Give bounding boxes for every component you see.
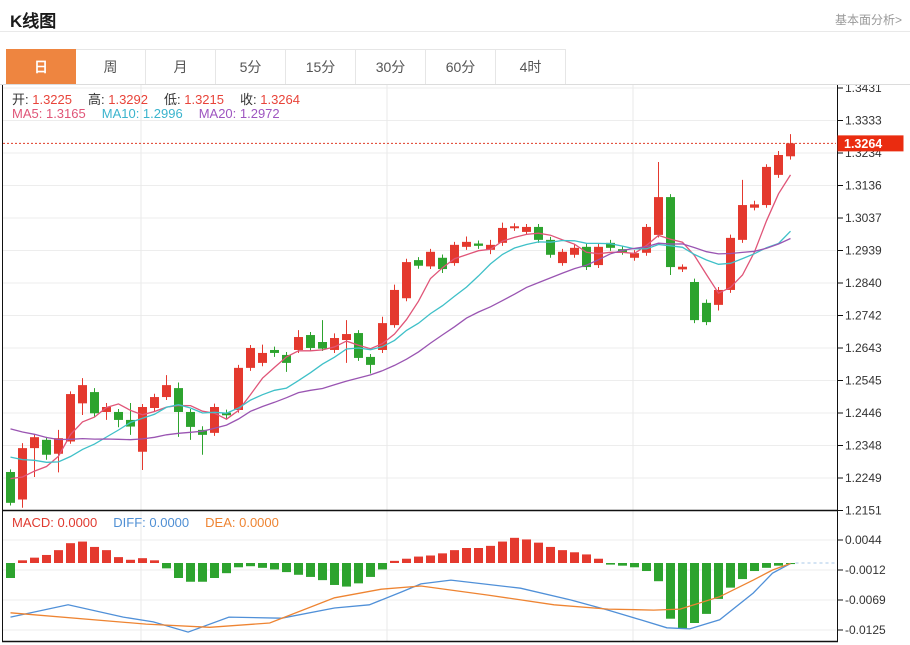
- fundamental-analysis-link[interactable]: 基本面分析>: [834, 13, 902, 27]
- svg-text:1.2545: 1.2545: [845, 374, 882, 388]
- tab-周[interactable]: 周: [76, 49, 146, 84]
- svg-text:1.2446: 1.2446: [845, 406, 882, 420]
- y-axis-labels: 1.34311.33331.32341.31361.30371.29391.28…: [837, 85, 886, 637]
- svg-text:1.2151: 1.2151: [845, 504, 882, 518]
- page-title: K线图: [10, 12, 57, 31]
- kline-chart-svg[interactable]: 1.34311.33331.32341.31361.30371.29391.28…: [0, 85, 910, 645]
- svg-text:1.2249: 1.2249: [845, 471, 882, 485]
- svg-text:1.2348: 1.2348: [845, 439, 882, 453]
- tab-4时[interactable]: 4时: [496, 49, 566, 84]
- period-tabbar: 日周月 5分 15分 30分 60分 4时: [0, 49, 910, 85]
- svg-text:1.3333: 1.3333: [845, 114, 882, 128]
- tab-30分[interactable]: 30分: [356, 49, 426, 84]
- page-header: K线图 基本面分析>: [0, 0, 910, 32]
- macd-histogram: [6, 537, 795, 629]
- svg-text:1.3431: 1.3431: [845, 85, 882, 95]
- svg-text:1.3136: 1.3136: [845, 179, 882, 193]
- svg-text:1.3037: 1.3037: [845, 211, 882, 225]
- macd-diff-line: [10, 562, 791, 633]
- price-badge: 1.3264: [837, 135, 904, 152]
- candles-layer: [6, 134, 795, 508]
- chart-area: 1.3431 1.3333 1.3234 1.3136 1.3037 1.2939 1.28…: [0, 85, 910, 645]
- svg-text:1.2742: 1.2742: [845, 309, 882, 323]
- tab-15分[interactable]: 15分: [286, 49, 356, 84]
- svg-text:-0.0012: -0.0012: [845, 563, 886, 577]
- macd-dea-line: [10, 562, 791, 628]
- ma10-line: [10, 230, 791, 463]
- svg-text:1.2939: 1.2939: [845, 244, 882, 258]
- tab-5分[interactable]: 5分: [216, 49, 286, 84]
- tab-日[interactable]: 日: [6, 49, 76, 84]
- tab-月[interactable]: 月: [146, 49, 216, 84]
- svg-text:-0.0125: -0.0125: [845, 623, 886, 637]
- ma5-line: [10, 174, 792, 480]
- svg-text:1.2840: 1.2840: [845, 276, 882, 290]
- svg-text:-0.0069: -0.0069: [845, 593, 886, 607]
- svg-text:1.2643: 1.2643: [845, 341, 882, 355]
- svg-text:0.0044: 0.0044: [845, 533, 882, 547]
- ma20-line: [10, 237, 791, 441]
- chart-borders: [2, 85, 838, 643]
- tab-60分[interactable]: 60分: [426, 49, 496, 84]
- svg-text:1.3264: 1.3264: [844, 137, 882, 151]
- ma-lines-layer: [10, 174, 792, 480]
